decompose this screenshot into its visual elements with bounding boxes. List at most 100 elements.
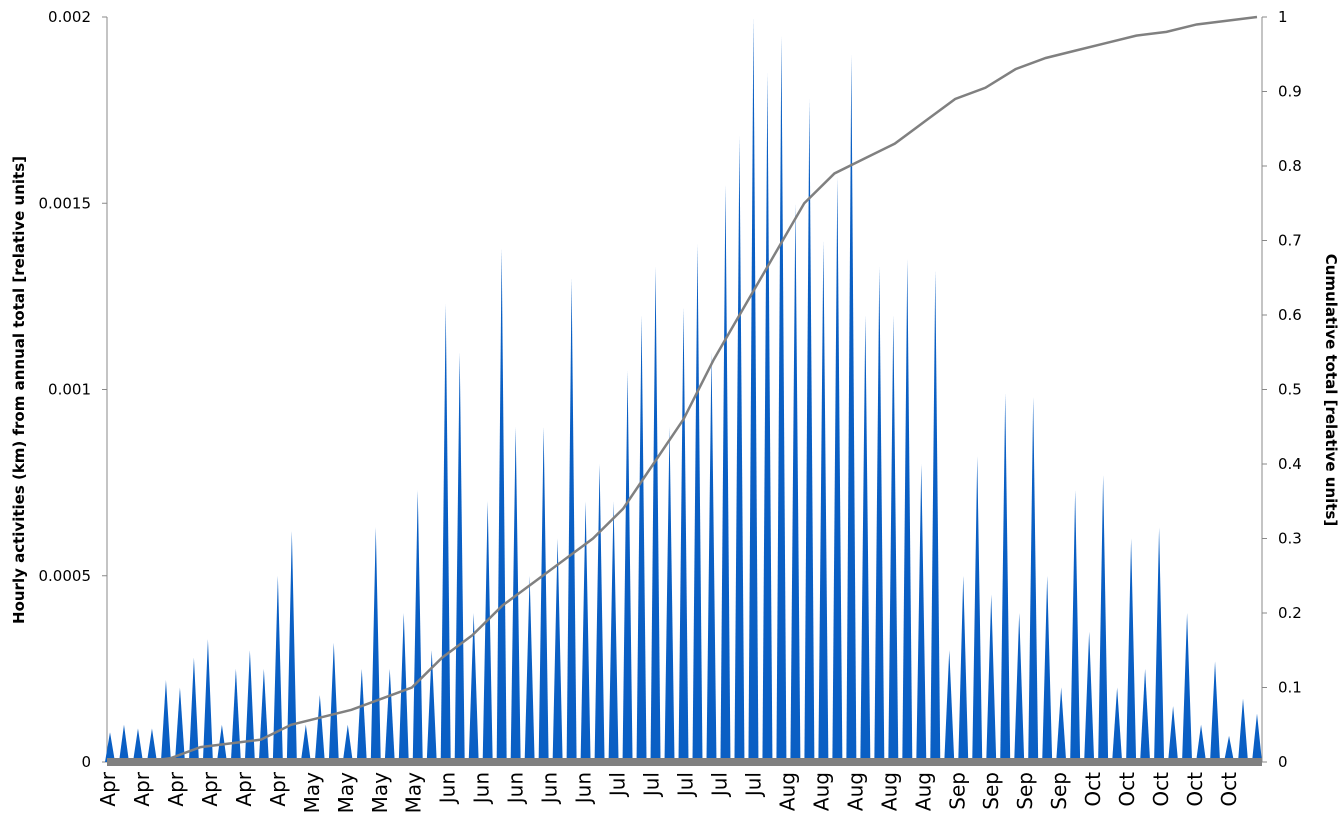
y-tick-label: 0.0015	[39, 194, 92, 212]
activity-spike	[552, 538, 563, 762]
activity-spike	[468, 613, 479, 762]
x-tick-label: Jul	[707, 772, 731, 798]
x-tick-label: Aug	[843, 772, 867, 811]
x-tick-label: Apr	[198, 771, 222, 806]
activity-spike	[860, 315, 871, 762]
activity-spike	[650, 266, 661, 762]
activity-spike	[370, 527, 381, 762]
x-tick-label: Sep	[979, 772, 1003, 810]
activity-spike	[580, 501, 591, 762]
baseline-band	[107, 758, 1262, 766]
activity-spike	[1112, 687, 1123, 762]
activity-spike	[678, 307, 689, 762]
x-tick-label: Oct	[1183, 772, 1207, 807]
activity-spike	[930, 270, 941, 762]
y-tick-label: 0.002	[48, 8, 91, 26]
x-tick-label: Oct	[1081, 772, 1105, 807]
activity-spike	[1098, 475, 1109, 762]
activity-spike	[524, 575, 535, 762]
y2-tick-label: 0.5	[1278, 381, 1302, 399]
activity-spike	[762, 72, 773, 762]
y2-tick-label: 0	[1278, 753, 1288, 771]
activity-spike	[790, 203, 801, 762]
y2-tick-label: 0.9	[1278, 83, 1302, 101]
activity-spike	[1042, 575, 1053, 762]
y-tick-label: 0.0005	[39, 567, 92, 585]
activity-spike	[986, 594, 997, 762]
activity-spike	[1000, 393, 1011, 762]
x-tick-label: Oct	[1115, 772, 1139, 807]
x-tick-label: Jun	[470, 772, 494, 805]
activity-spike	[426, 650, 437, 762]
activity-spike	[342, 724, 353, 762]
y2-tick-label: 0.7	[1278, 232, 1302, 250]
x-tick-label: Jul	[606, 772, 630, 798]
activity-spike	[958, 575, 969, 762]
activity-spike	[272, 575, 283, 762]
activity-spike	[300, 724, 311, 762]
activity-spike	[1070, 490, 1081, 762]
y2-axis-label: Cumulative total [relative units]	[1322, 254, 1340, 527]
x-tick-label: Sep	[945, 772, 969, 810]
x-tick-label: Sep	[1013, 772, 1037, 810]
y2-tick-label: 1	[1278, 8, 1288, 26]
x-tick-label: Jul	[741, 772, 765, 798]
y-tick-label: 0.001	[48, 381, 91, 399]
activity-spike	[692, 244, 703, 763]
x-tick-label: May	[334, 772, 358, 814]
activity-spike	[188, 657, 199, 762]
activity-spike	[146, 728, 157, 762]
y-axis-label: Hourly activities (km) from annual total…	[10, 156, 28, 624]
activity-spike	[832, 177, 843, 763]
activity-spike	[1056, 687, 1067, 762]
activity-spike	[160, 680, 171, 762]
x-tick-label: Aug	[775, 772, 799, 811]
x-tick-label: Aug	[911, 772, 935, 811]
activity-spike	[244, 650, 255, 762]
activity-spike	[356, 668, 367, 762]
activity-spike	[1084, 631, 1095, 762]
activity-spike	[566, 277, 577, 762]
activity-spike	[1140, 668, 1151, 762]
activity-spike	[720, 184, 731, 762]
x-tick-label: Jun	[504, 772, 528, 805]
activity-spike	[874, 266, 885, 762]
y2-tick-label: 0.1	[1278, 679, 1302, 697]
activity-spike	[132, 728, 143, 762]
activity-spike	[1028, 396, 1039, 762]
activity-spike	[1210, 661, 1221, 762]
x-tick-label: Apr	[96, 771, 120, 806]
activity-spike	[846, 54, 857, 762]
activity-spike	[776, 35, 787, 762]
activity-spike	[804, 98, 815, 762]
x-tick-label: May	[300, 772, 324, 814]
y2-tick-label: 0.6	[1278, 306, 1302, 324]
activity-spike	[1154, 527, 1165, 762]
y2-tick-label: 0.3	[1278, 530, 1302, 548]
x-tick-label: Jul	[674, 772, 698, 798]
activity-spike	[174, 687, 185, 762]
x-tick-label: Aug	[877, 772, 901, 811]
activity-spike	[916, 464, 927, 762]
x-tick-label: Aug	[809, 772, 833, 811]
activity-spike	[1126, 538, 1137, 762]
cumulative-line	[110, 15, 1258, 764]
y2-tick-label: 0.2	[1278, 604, 1302, 622]
x-tick-label: Apr	[130, 771, 154, 806]
activity-spike	[972, 456, 983, 762]
activity-spike	[944, 650, 955, 762]
x-tick-label: Sep	[1047, 772, 1071, 810]
activity-spike	[1238, 698, 1249, 762]
activity-spike	[1196, 724, 1207, 762]
x-tick-label: Jun	[436, 772, 460, 805]
activity-spike	[286, 531, 297, 762]
activity-spike	[1252, 713, 1262, 762]
activity-spike	[230, 668, 241, 762]
activity-spike	[902, 259, 913, 762]
activity-spike	[748, 17, 759, 762]
y-tick-label: 0	[81, 753, 91, 771]
x-tick-label: May	[402, 772, 426, 814]
activity-spike	[384, 668, 395, 762]
activity-spike	[440, 303, 451, 762]
